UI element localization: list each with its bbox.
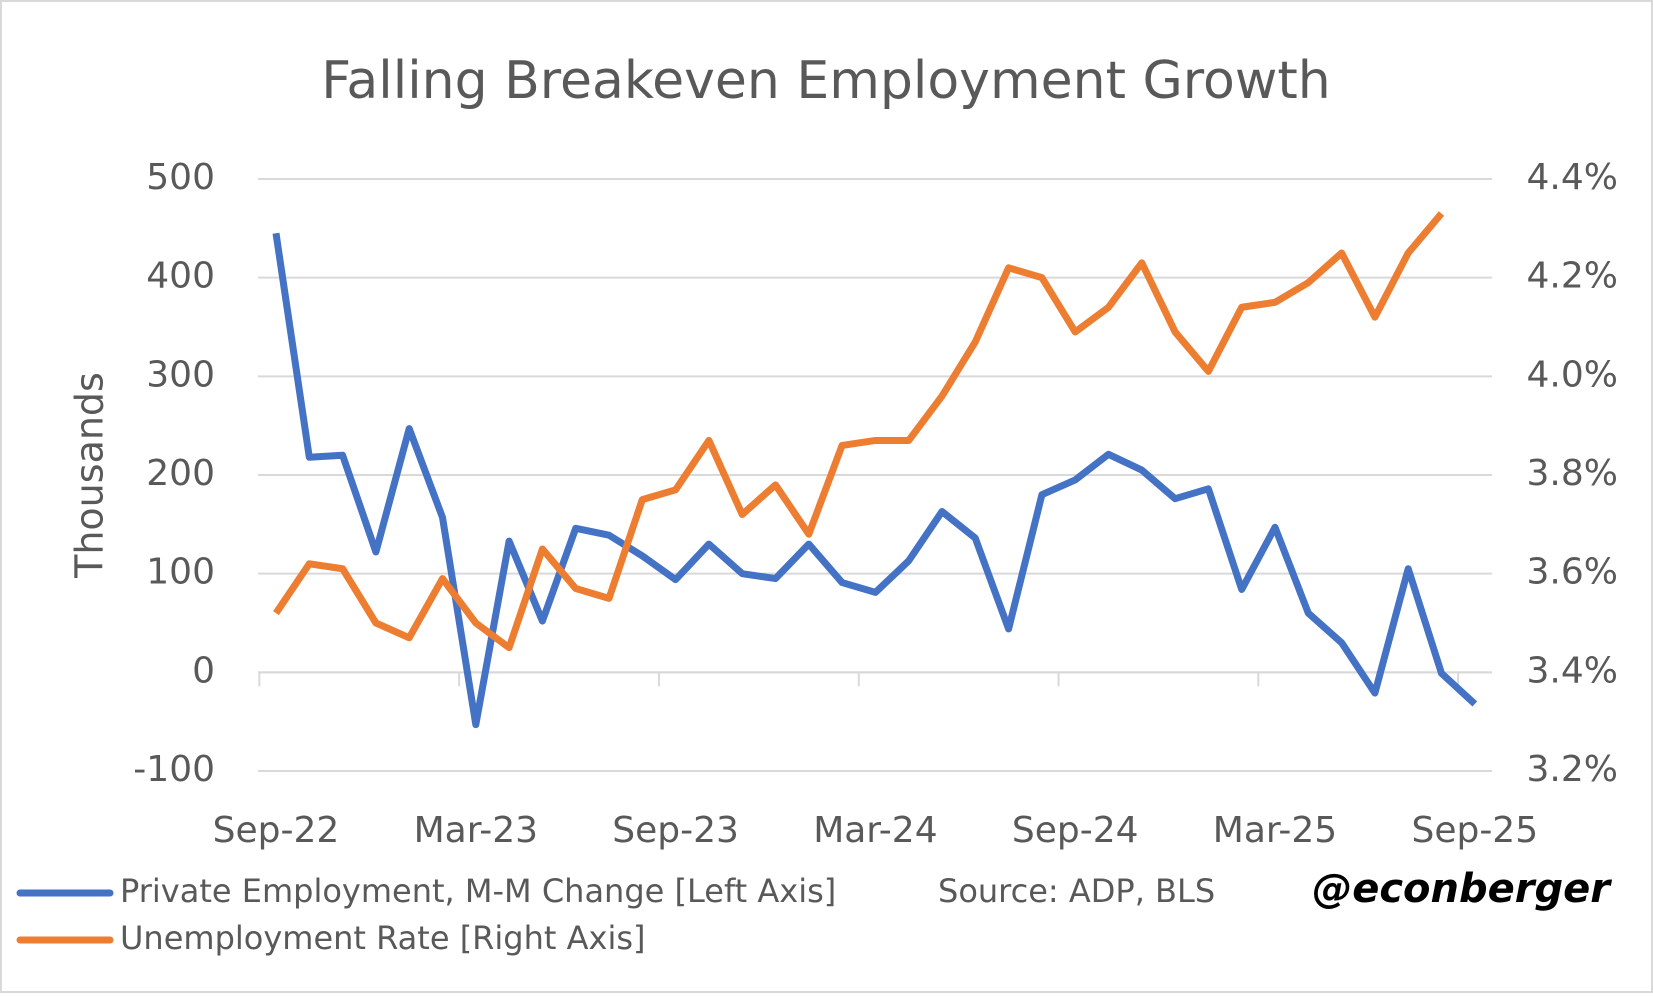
y-tick-label: 300 [146,354,215,395]
series-line [273,211,1445,652]
credit: @econberger [1312,866,1612,912]
series-line [272,232,1478,729]
legend-label: Private Employment, M-M Change [Left Axi… [120,872,836,910]
x-tick-label: Sep-25 [1411,810,1538,851]
x-tick-label: Mar-25 [1213,810,1337,851]
y-tick-label: 0 [192,650,215,691]
x-tick-label: Sep-22 [213,810,340,851]
source-note: Source: ADP, BLS [938,872,1215,910]
y-tick-label: 200 [146,453,215,494]
y-tick-label: 500 [146,157,215,198]
x-tick-label: Sep-24 [1012,810,1139,851]
y-tick-label: -100 [133,749,215,790]
x-tick-label: Mar-24 [813,810,937,851]
y-tick-label: 100 [146,552,215,593]
y2-tick-label: 4.0% [1527,354,1618,395]
y2-tick-label: 3.6% [1527,552,1618,593]
y2-tick-label: 4.4% [1527,157,1618,198]
chart-title: Falling Breakeven Employment Growth [321,51,1330,111]
x-tick-label: Mar-23 [414,810,538,851]
legend-label: Unemployment Rate [Right Axis] [120,919,645,957]
y-tick-label: 400 [146,256,215,297]
y2-tick-label: 4.2% [1527,256,1618,297]
x-tick-label: Sep-23 [612,810,739,851]
y2-tick-label: 3.8% [1527,453,1618,494]
y2-tick-label: 3.2% [1527,749,1618,790]
y2-tick-label: 3.4% [1527,650,1618,691]
y-axis-title: Thousands [68,372,112,579]
